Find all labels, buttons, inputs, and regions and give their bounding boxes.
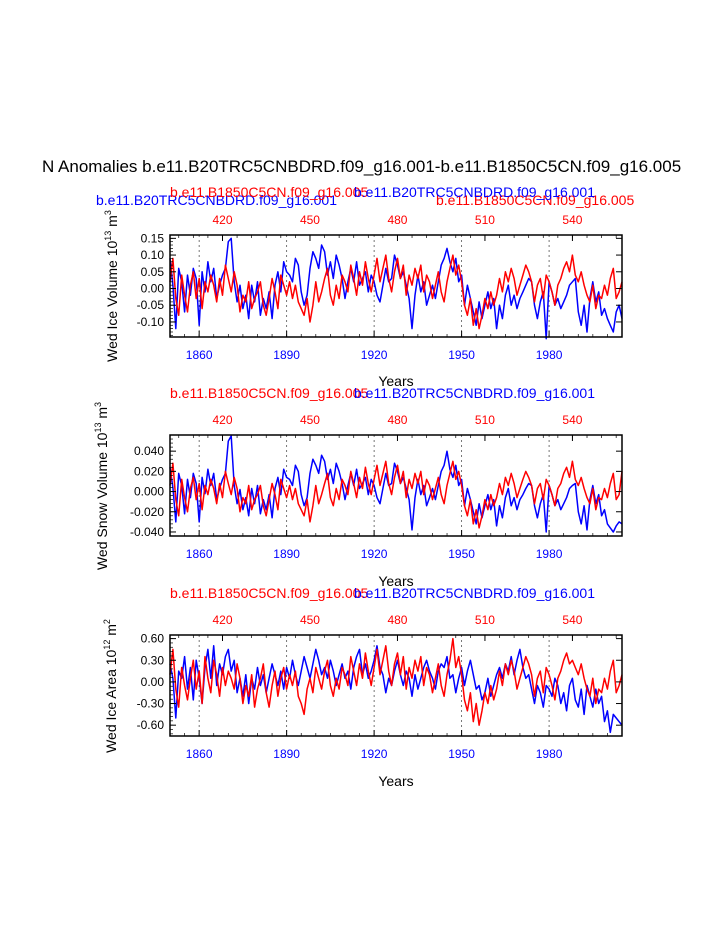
panel-ice-area-y-tick-label-0: 0.60 xyxy=(141,632,165,646)
panel-ice-area-y-tick-label-2: 0.00 xyxy=(141,675,165,689)
panel-snow-volume: b.e11.B1850C5CN.f09_g16.005 b.e11.B20TRC… xyxy=(93,385,623,589)
panel-ice-volume-bottom-tick-label-2: 1920 xyxy=(361,348,388,362)
panel-ice-volume-series xyxy=(169,237,623,340)
panel-snow-volume-series-b20trc5cnbdrd-line xyxy=(169,435,623,533)
panel-ice-area-top-tick-label-1: 450 xyxy=(300,613,320,627)
panel-snow-volume-bottom-tick-label-3: 1950 xyxy=(448,547,475,561)
panel-ice-volume-top-tick-label-4: 540 xyxy=(562,213,582,227)
panel-ice-area-top-tick-label-0: 420 xyxy=(212,613,232,627)
panel-snow-volume-top-tick-label-3: 510 xyxy=(475,413,495,427)
panel-ice-volume-frame xyxy=(169,234,623,338)
panel-ice-volume-top-label-left: b.e11.B1850C5CN.f09_g16.005 xyxy=(170,184,368,200)
panel-snow-volume-bottom-ticks: 1860 1890 1920 1950 1980 xyxy=(169,530,623,561)
panel-ice-volume-x-label: Years xyxy=(378,373,413,389)
panel-ice-volume-y-tick-label-0: 0.15 xyxy=(141,231,165,245)
panel-snow-volume-bottom-tick-label-0: 1860 xyxy=(186,547,213,561)
panel-ice-area-series xyxy=(169,637,623,734)
panel-ice-area-y-ticks: 0.60 0.30 0.00 -0.30 -0.60 xyxy=(137,632,622,735)
panel-ice-volume-series-b1850c5cn-line xyxy=(169,254,623,330)
panel-ice-area-series-b1850c5cn-line xyxy=(169,637,623,726)
panel-snow-volume-series xyxy=(169,435,623,533)
panel-snow-volume-bottom-tick-label-2: 1920 xyxy=(361,547,388,561)
panel-ice-volume-y-tick-label-2: 0.05 xyxy=(141,265,165,279)
panel-snow-volume-top-tick-label-0: 420 xyxy=(212,413,232,427)
panel-ice-volume-y-ticks: 0.15 0.10 0.05 0.00 -0.05 -0.10 xyxy=(137,231,622,336)
panel-ice-volume-top-ticks: 420 450 480 510 540 xyxy=(178,213,617,241)
panel-snow-volume-top-tick-label-2: 480 xyxy=(387,413,407,427)
panel-snow-volume-series-b1850c5cn-line xyxy=(169,460,623,529)
panel-snow-volume-bottom-tick-label-1: 1890 xyxy=(273,547,300,561)
panel-ice-volume-y-tick-label-4: -0.05 xyxy=(137,298,165,312)
panel-ice-area-y-tick-label-3: -0.30 xyxy=(137,697,165,711)
panel-snow-volume-top-label-right: b.e11.B20TRC5CNBDRD.f09_g16.001 xyxy=(354,385,595,401)
panel-ice-volume: b.e11.B20TRC5CNBDRD.f09_g16.001 b.e11.B1… xyxy=(96,184,634,389)
panel-ice-volume-series-b20trc5cnbdrd-line xyxy=(169,237,623,340)
panel-ice-volume-bottom-tick-label-3: 1950 xyxy=(448,348,475,362)
panel-ice-volume-top-tick-label-3: 510 xyxy=(475,213,495,227)
panel-ice-volume-top-label-right-2: b.e11.B1850C5CN.f09_g16.005 xyxy=(436,192,634,208)
panel-snow-volume-top-tick-label-1: 450 xyxy=(300,413,320,427)
panel-ice-volume-y-label: Wed Ice Volume 1013 m3 xyxy=(103,210,120,362)
panel-ice-volume-bottom-tick-label-0: 1860 xyxy=(186,348,213,362)
panel-ice-area-top-tick-label-4: 540 xyxy=(562,613,582,627)
panel-snow-volume-frame xyxy=(169,434,623,537)
panel-snow-volume-y-ticks: 0.040 0.020 0.000 -0.020 -0.040 xyxy=(130,438,622,539)
panel-ice-volume-bottom-ticks: 1860 1890 1920 1950 1980 xyxy=(169,331,623,362)
panel-ice-area-top-label-right: b.e11.B20TRC5CNBDRD.f09_g16.001 xyxy=(354,585,595,601)
panel-snow-volume-top-ticks: 420 450 480 510 540 xyxy=(178,413,617,441)
panel-ice-area-y-label: Wed Ice Area 1012 m2 xyxy=(102,619,119,753)
panel-ice-volume-top-tick-label-0: 420 xyxy=(212,213,232,227)
panel-ice-area-series-b20trc5cnbdrd-line xyxy=(169,645,623,734)
panel-ice-area-bottom-ticks: 1860 1890 1920 1950 1980 xyxy=(169,730,623,761)
panel-snow-volume-y-tick-label-3: -0.020 xyxy=(130,505,164,519)
panel-ice-area-bottom-tick-label-1: 1890 xyxy=(273,747,300,761)
panel-ice-area-bottom-tick-label-2: 1920 xyxy=(361,747,388,761)
figure-title: N Anomalies b.e11.B20TRC5CNBDRD.f09_g16.… xyxy=(42,157,681,176)
panel-ice-area-y-tick-label-4: -0.60 xyxy=(137,718,165,732)
panel-snow-volume-y-tick-label-1: 0.020 xyxy=(134,464,164,478)
panel-ice-volume-y-tick-label-5: -0.10 xyxy=(137,315,165,329)
panel-ice-volume-top-label-left-2: b.e11.B20TRC5CNBDRD.f09_g16.001 xyxy=(96,192,337,208)
panel-snow-volume-x-label: Years xyxy=(378,573,413,589)
panel-snow-volume-y-label: Wed Snow Volume 1013 m3 xyxy=(93,402,110,570)
panel-ice-volume-top-label-right: b.e11.B20TRC5CNBDRD.f09_g16.001 xyxy=(354,184,595,200)
panel-ice-area-frame xyxy=(169,634,623,737)
panel-ice-area-bottom-tick-label-0: 1860 xyxy=(186,747,213,761)
panel-snow-volume-y-tick-label-2: 0.000 xyxy=(134,485,164,499)
panel-snow-volume-y-tick-label-4: -0.040 xyxy=(130,525,164,539)
panel-ice-area-bottom-tick-label-3: 1950 xyxy=(448,747,475,761)
panel-ice-area-top-tick-label-3: 510 xyxy=(475,613,495,627)
panel-ice-area-top-ticks: 420 450 480 510 540 xyxy=(178,613,617,641)
panel-ice-area-x-label: Years xyxy=(378,773,413,789)
panel-ice-area-bottom-tick-label-4: 1980 xyxy=(536,747,563,761)
panel-ice-volume-y-tick-label-3: 0.00 xyxy=(141,282,165,296)
panel-snow-volume-top-label-left: b.e11.B1850C5CN.f09_g16.005 xyxy=(170,385,368,401)
panel-snow-volume-y-tick-label-0: 0.040 xyxy=(134,444,164,458)
panel-ice-volume-y-tick-label-1: 0.10 xyxy=(141,248,165,262)
panel-ice-area: b.e11.B1850C5CN.f09_g16.005 b.e11.B20TRC… xyxy=(102,585,623,789)
panel-snow-volume-bottom-tick-label-4: 1980 xyxy=(536,547,563,561)
panel-ice-volume-top-tick-label-2: 480 xyxy=(387,213,407,227)
panel-ice-area-top-tick-label-2: 480 xyxy=(387,613,407,627)
panel-ice-area-y-tick-label-1: 0.30 xyxy=(141,653,165,667)
panel-ice-area-top-label-left: b.e11.B1850C5CN.f09_g16.005 xyxy=(170,585,368,601)
panel-snow-volume-top-tick-label-4: 540 xyxy=(562,413,582,427)
panel-ice-volume-bottom-tick-label-4: 1980 xyxy=(536,348,563,362)
panel-ice-volume-top-tick-label-1: 450 xyxy=(300,213,320,227)
panel-ice-volume-bottom-tick-label-1: 1890 xyxy=(273,348,300,362)
